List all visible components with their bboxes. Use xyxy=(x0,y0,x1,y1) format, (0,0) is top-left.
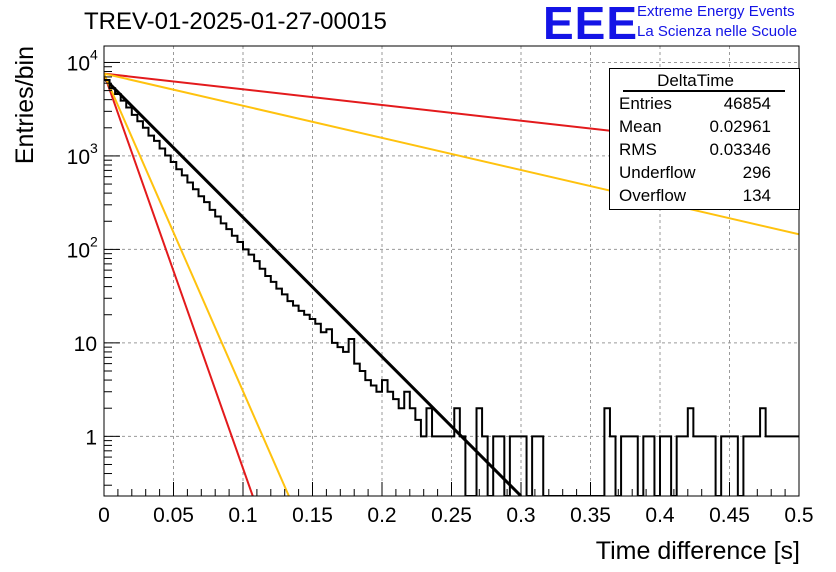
stats-title-underline xyxy=(623,90,785,92)
logo-subtitle-line2: La Scienza nelle Scuole xyxy=(637,23,798,40)
stats-title: DeltaTime xyxy=(657,71,734,90)
x-tick-label: 0.3 xyxy=(506,504,535,527)
x-tick-label: 0.2 xyxy=(367,504,396,527)
x-tick-label: 0.25 xyxy=(431,504,472,527)
y-tick-exponent: 4 xyxy=(90,46,98,62)
fit-line xyxy=(104,73,290,496)
logo-subtitle-line1: Extreme Energy Events xyxy=(637,3,795,20)
fit-line xyxy=(104,73,254,496)
x-tick-label: 0.05 xyxy=(153,504,194,527)
x-tick-label: 0.35 xyxy=(570,504,611,527)
stats-value: 134 xyxy=(742,186,771,205)
fit-line xyxy=(104,77,523,496)
x-tick-label: 0.1 xyxy=(228,504,257,527)
statistics-box: DeltaTime Entries 46854 Mean 0.02961 RMS… xyxy=(609,68,800,210)
x-tick-label: 0 xyxy=(98,504,110,527)
stats-key: Mean xyxy=(619,117,662,136)
y-axis-label: Entries/bin xyxy=(11,46,39,164)
stats-value: 46854 xyxy=(723,94,771,113)
x-tick-label: 0.15 xyxy=(292,504,333,527)
y-tick-exponent: 3 xyxy=(90,140,98,156)
stats-key: Entries xyxy=(619,94,672,113)
stats-key: RMS xyxy=(619,140,657,159)
chart-title: TREV-01-2025-01-27-00015 xyxy=(84,8,387,35)
y-tick-exponent: 2 xyxy=(90,233,98,249)
eee-logo: EEE xyxy=(543,0,639,49)
stats-value: 0.03346 xyxy=(709,140,771,159)
y-tick-label: 10 xyxy=(67,146,90,169)
y-tick-label: 10 xyxy=(67,239,90,262)
x-tick-label: 0.45 xyxy=(709,504,750,527)
x-tick-label: 0.4 xyxy=(645,504,675,527)
y-tick-label: 1 xyxy=(85,426,97,449)
stats-value: 0.02961 xyxy=(709,117,771,136)
stats-key: Overflow xyxy=(619,186,687,205)
histogram-outline xyxy=(104,78,799,496)
x-axis-label: Time difference [s] xyxy=(596,537,800,565)
x-tick-label: 0.5 xyxy=(784,504,813,527)
stats-key: Underflow xyxy=(619,163,696,182)
stats-value: 296 xyxy=(742,163,771,182)
y-tick-label: 10 xyxy=(74,333,97,356)
y-tick-label: 10 xyxy=(67,52,90,75)
